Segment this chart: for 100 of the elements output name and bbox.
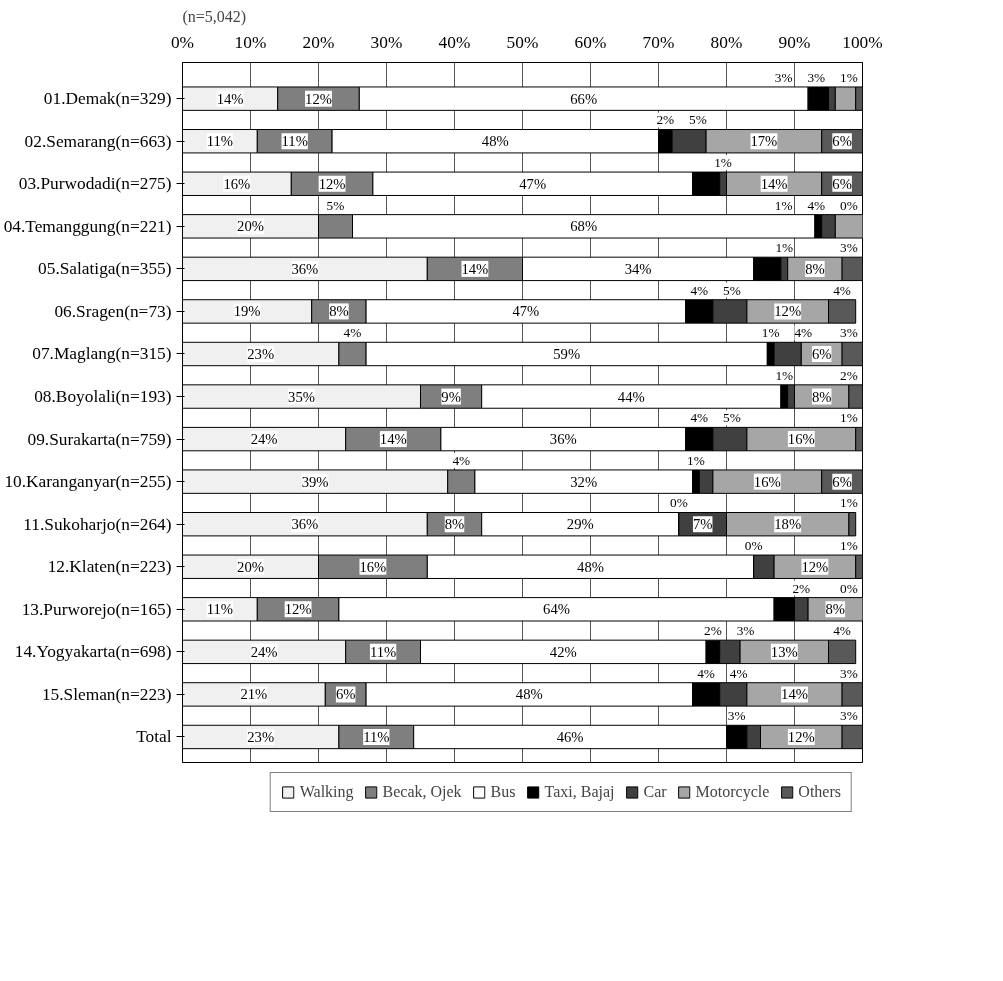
data-label: 17%	[750, 133, 778, 150]
data-label: 3%	[840, 708, 858, 724]
data-label: 3%	[840, 240, 858, 256]
x-tick-label: 0%	[170, 32, 195, 52]
data-label: 44%	[617, 388, 645, 405]
data-label: 12%	[787, 728, 815, 745]
data-label: 3%	[774, 69, 793, 85]
y-tick-label: 08.Boyolali(n=193)	[34, 387, 172, 407]
data-label: 3%	[727, 708, 746, 724]
x-tick-label: 40%	[438, 32, 471, 52]
data-label: 5%	[326, 197, 345, 213]
y-tick-label: 11.Sukoharjo(n=264)	[23, 514, 172, 534]
data-label: 46%	[556, 728, 584, 745]
data-label: 16%	[753, 473, 781, 490]
data-label: 7%	[692, 516, 713, 533]
data-label: 1%	[840, 410, 858, 426]
data-label: 24%	[250, 643, 278, 660]
x-tick-label: 30%	[370, 32, 403, 52]
data-label: 29%	[566, 516, 594, 533]
data-label: 14%	[461, 260, 489, 277]
data-label: 64%	[543, 601, 570, 618]
data-label: 42%	[549, 643, 577, 660]
data-label: 11%	[363, 728, 390, 745]
x-tick-label: 80%	[710, 32, 743, 52]
data-label: 12%	[305, 90, 332, 107]
legend-label: Taxi, Bajaj	[544, 783, 615, 801]
legend-label: Walking	[299, 783, 354, 801]
x-tick-label: 50%	[506, 32, 539, 52]
data-label: 8%	[825, 601, 846, 618]
data-label: 47%	[519, 175, 547, 192]
y-tick-label: 12.Klaten(n=223)	[47, 557, 172, 577]
data-label: 36%	[291, 516, 319, 533]
legend-label: Others	[798, 783, 841, 801]
data-label: 4%	[729, 665, 748, 681]
data-label: 48%	[481, 133, 509, 150]
data-label: 6%	[811, 345, 832, 362]
data-label: 35%	[288, 388, 315, 405]
y-tick-label: 07.Maglang(n=315)	[32, 344, 172, 364]
data-label: 0%	[744, 537, 763, 553]
data-label: 11%	[206, 133, 234, 150]
data-label: 3%	[807, 69, 826, 85]
x-tick-label: 70%	[642, 32, 675, 52]
y-tick-label: 02.Semarang(n=663)	[24, 131, 172, 151]
data-label: 11%	[369, 643, 397, 660]
data-label: 48%	[577, 558, 604, 575]
x-tick-label: 20%	[302, 32, 335, 52]
data-label: 6%	[832, 133, 852, 150]
data-label: 4%	[690, 410, 709, 426]
data-label: 14%	[379, 431, 407, 448]
data-label: 16%	[223, 175, 251, 192]
data-label: 20%	[237, 218, 264, 235]
data-label: 59%	[553, 345, 581, 362]
x-tick-label: 10%	[234, 32, 267, 52]
data-label: 2%	[704, 623, 722, 639]
data-label: 3%	[840, 325, 858, 341]
y-tick-label: Total	[136, 727, 172, 747]
y-tick-label: 04.Temanggung(n=221)	[3, 216, 172, 236]
data-label: 6%	[832, 473, 852, 490]
data-label: 19%	[233, 303, 261, 320]
data-label: 4%	[833, 623, 851, 639]
y-tick-label: 06.Sragen(n=73)	[54, 301, 172, 321]
y-tick-label: 13.Purworejo(n=165)	[21, 599, 172, 619]
y-tick-label: 15.Sleman(n=223)	[41, 684, 172, 704]
x-tick-label: 90%	[778, 32, 811, 52]
data-label: 68%	[570, 218, 598, 235]
data-label: 8%	[329, 303, 349, 320]
data-label: 1%	[840, 495, 858, 511]
data-label: 0%	[840, 580, 858, 596]
data-label: 3%	[840, 665, 858, 681]
data-label: 21%	[240, 686, 268, 703]
legend-label: Motorcycle	[695, 783, 770, 801]
data-label: 14%	[216, 90, 244, 107]
data-label: 4%	[697, 665, 715, 681]
data-label: 1%	[775, 367, 794, 383]
x-tick-label: 60%	[574, 32, 607, 52]
data-label: 66%	[570, 90, 598, 107]
data-label: 0%	[670, 495, 688, 511]
data-label: 11%	[206, 601, 234, 618]
y-tick-label: 14.Yogyakarta(n=698)	[14, 642, 172, 662]
data-label: 16%	[787, 431, 815, 448]
data-label: 8%	[811, 388, 832, 405]
data-label: 20%	[237, 558, 264, 575]
data-label: 5%	[689, 112, 707, 128]
y-tick-label: 09.Surakarta(n=759)	[27, 429, 172, 449]
data-label: 9%	[441, 388, 461, 405]
legend-label: Bus	[490, 783, 516, 801]
data-label: 4%	[794, 325, 813, 341]
data-label: 4%	[690, 282, 709, 298]
y-tick-label: 01.Demak(n=329)	[43, 89, 172, 109]
data-label: 8%	[444, 516, 465, 533]
data-label: 2%	[656, 112, 675, 128]
data-label: 48%	[515, 686, 543, 703]
y-tick-label: 05.Salatiga(n=355)	[38, 259, 172, 279]
data-label: 32%	[570, 473, 598, 490]
data-label: 4%	[343, 325, 362, 341]
data-label: 8%	[805, 260, 825, 277]
data-label: 1%	[840, 537, 858, 553]
text: (n=5,042)	[182, 7, 247, 26]
data-label: 3%	[736, 623, 755, 639]
data-label: 5%	[723, 410, 741, 426]
